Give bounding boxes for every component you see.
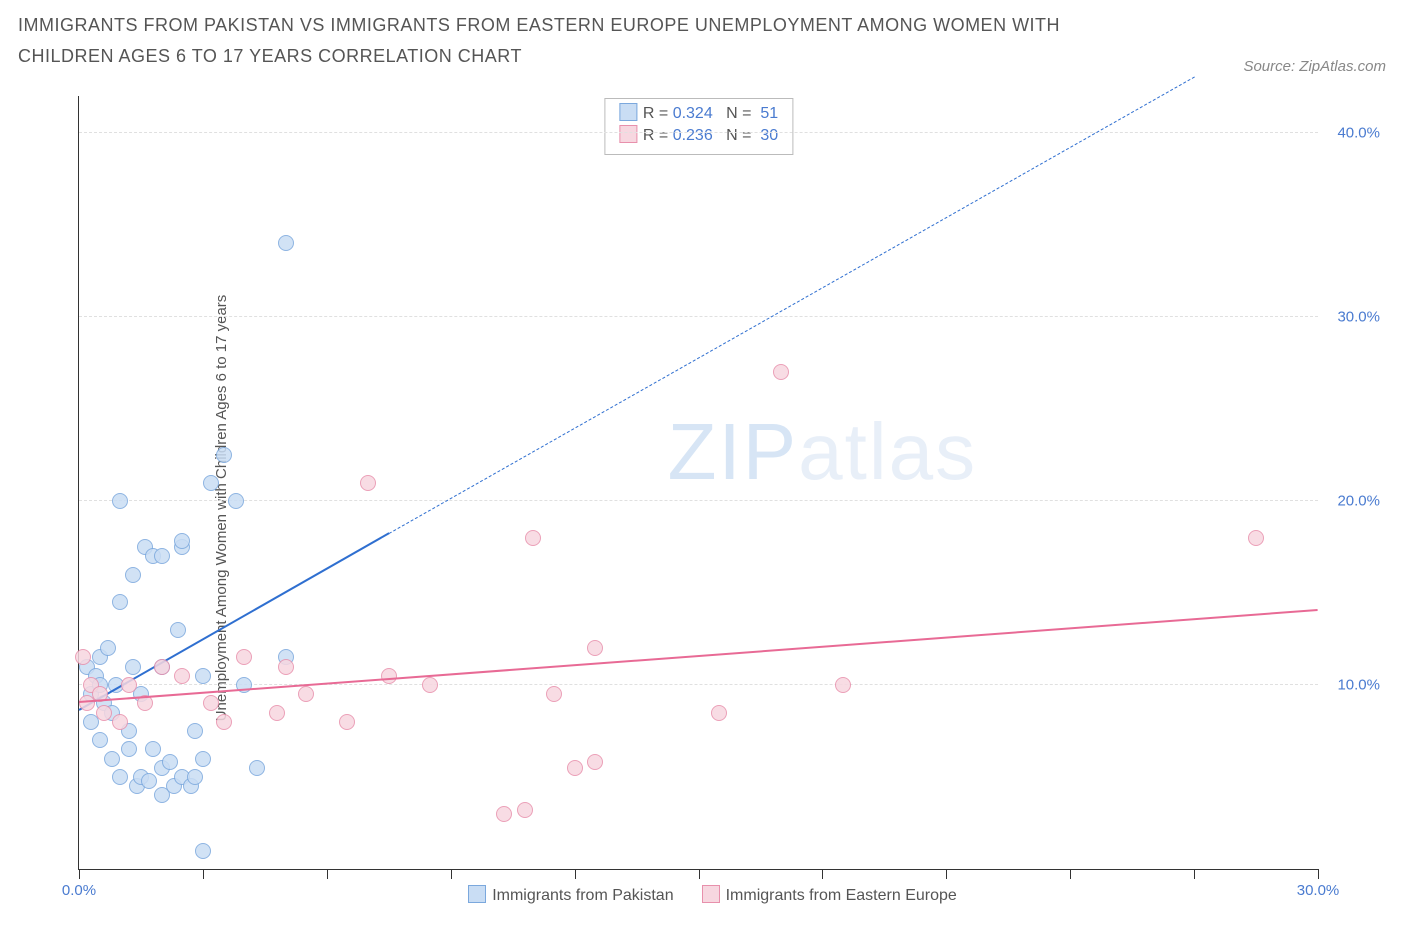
data-point xyxy=(567,760,583,776)
data-point xyxy=(381,668,397,684)
data-point xyxy=(228,493,244,509)
x-tick xyxy=(79,869,80,879)
data-point xyxy=(112,493,128,509)
watermark: ZIPatlas xyxy=(668,406,977,498)
data-point xyxy=(236,649,252,665)
data-point xyxy=(587,640,603,656)
y-tick-label: 40.0% xyxy=(1337,124,1380,141)
data-point xyxy=(835,677,851,693)
x-tick-label: 0.0% xyxy=(62,882,96,899)
x-tick xyxy=(203,869,204,879)
data-point xyxy=(121,677,137,693)
data-point xyxy=(195,668,211,684)
data-point xyxy=(360,475,376,491)
data-point xyxy=(203,695,219,711)
data-point xyxy=(145,741,161,757)
data-point xyxy=(249,760,265,776)
x-tick xyxy=(699,869,700,879)
data-point xyxy=(203,475,219,491)
x-tick xyxy=(1194,869,1195,879)
data-point xyxy=(154,659,170,675)
gridline xyxy=(79,316,1318,317)
data-point xyxy=(278,235,294,251)
x-tick-label: 30.0% xyxy=(1297,882,1340,899)
data-point xyxy=(339,714,355,730)
data-point xyxy=(104,751,120,767)
data-point xyxy=(174,533,190,549)
data-point xyxy=(278,659,294,675)
x-tick xyxy=(575,869,576,879)
series-legend: Immigrants from PakistanImmigrants from … xyxy=(79,885,1318,905)
data-point xyxy=(112,769,128,785)
data-point xyxy=(187,769,203,785)
chart: Unemployment Among Women with Children A… xyxy=(18,96,1388,920)
legend-item: Immigrants from Eastern Europe xyxy=(674,887,957,904)
data-point xyxy=(195,751,211,767)
data-point xyxy=(125,567,141,583)
x-tick xyxy=(451,869,452,879)
data-point xyxy=(170,622,186,638)
stats-legend: R = 0.324 N = 51R = 0.236 N = 30 xyxy=(604,98,793,155)
data-point xyxy=(517,802,533,818)
data-point xyxy=(587,754,603,770)
x-tick xyxy=(1070,869,1071,879)
data-point xyxy=(121,741,137,757)
gridline xyxy=(79,132,1318,133)
trend-line xyxy=(79,609,1318,703)
x-tick xyxy=(822,869,823,879)
data-point xyxy=(422,677,438,693)
legend-item: Immigrants from Pakistan xyxy=(440,887,673,904)
data-point xyxy=(1248,530,1264,546)
data-point xyxy=(92,732,108,748)
data-point xyxy=(216,447,232,463)
x-tick xyxy=(1318,869,1319,879)
data-point xyxy=(100,640,116,656)
data-point xyxy=(174,668,190,684)
data-point xyxy=(125,659,141,675)
data-point xyxy=(298,686,314,702)
gridline xyxy=(79,684,1318,685)
data-point xyxy=(112,714,128,730)
data-point xyxy=(546,686,562,702)
chart-title: IMMIGRANTS FROM PAKISTAN VS IMMIGRANTS F… xyxy=(18,10,1118,71)
data-point xyxy=(141,773,157,789)
y-tick-label: 20.0% xyxy=(1337,492,1380,509)
data-point xyxy=(154,548,170,564)
gridline xyxy=(79,500,1318,501)
data-point xyxy=(75,649,91,665)
stats-row: R = 0.324 N = 51 xyxy=(619,103,778,125)
data-point xyxy=(711,705,727,721)
data-point xyxy=(162,754,178,770)
y-tick-label: 30.0% xyxy=(1337,308,1380,325)
data-point xyxy=(525,530,541,546)
data-point xyxy=(216,714,232,730)
y-tick-label: 10.0% xyxy=(1337,676,1380,693)
data-point xyxy=(96,705,112,721)
data-point xyxy=(773,364,789,380)
data-point xyxy=(187,723,203,739)
plot-area: ZIPatlas R = 0.324 N = 51R = 0.236 N = 3… xyxy=(78,96,1318,870)
source-label: Source: ZipAtlas.com xyxy=(1243,58,1386,75)
stats-row: R = 0.236 N = 30 xyxy=(619,125,778,147)
x-tick xyxy=(327,869,328,879)
x-tick xyxy=(946,869,947,879)
data-point xyxy=(496,806,512,822)
data-point xyxy=(269,705,285,721)
data-point xyxy=(112,594,128,610)
data-point xyxy=(195,843,211,859)
